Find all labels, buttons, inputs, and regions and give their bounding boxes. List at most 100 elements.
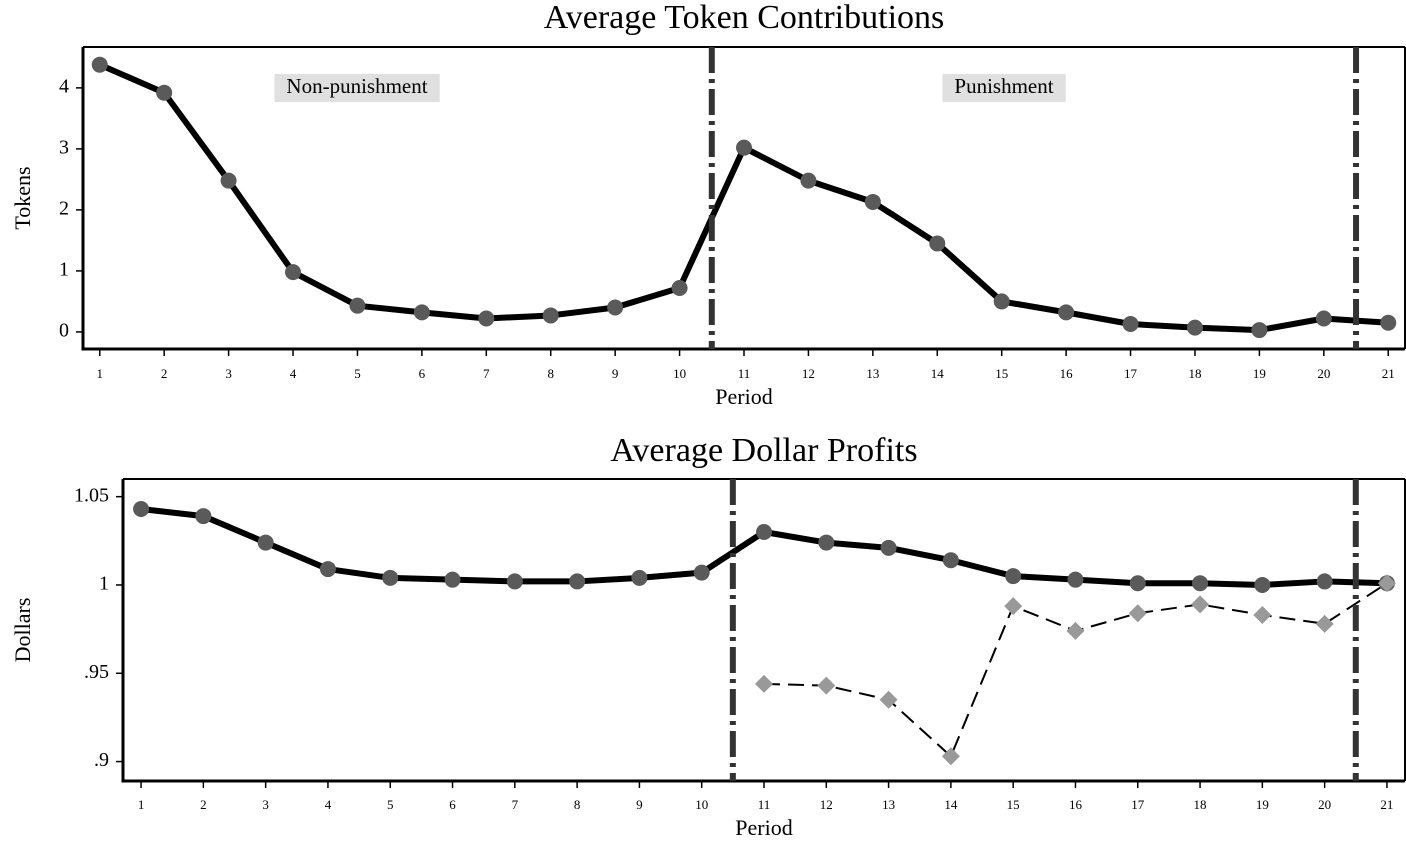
x-tick-label: 14	[944, 797, 958, 812]
x-tick-label: 21	[1380, 797, 1393, 812]
marker	[1254, 576, 1271, 593]
x-tick-label: 4	[290, 366, 297, 381]
y-tick-label: 0	[59, 320, 69, 342]
marker	[1251, 322, 1268, 339]
x-tick-label: 8	[547, 366, 554, 381]
marker	[607, 299, 624, 316]
x-tick-label: 6	[419, 366, 426, 381]
marker	[569, 573, 586, 590]
marker	[257, 534, 274, 551]
x-tick-label: 3	[225, 366, 232, 381]
y-tick-label: 4	[59, 75, 69, 97]
y-axis-label: Tokens	[10, 166, 35, 229]
marker	[91, 56, 108, 73]
marker	[220, 172, 237, 189]
x-tick-label: 1	[138, 797, 145, 812]
chart-title: Average Dollar Profits	[610, 432, 917, 469]
annotation-text: Punishment	[954, 74, 1053, 98]
marker	[133, 501, 150, 518]
x-tick-label: 17	[1124, 366, 1138, 381]
marker	[631, 569, 648, 586]
marker	[1377, 574, 1396, 593]
x-tick-label: 10	[673, 366, 686, 381]
marker	[817, 676, 836, 695]
x-tick-label: 18	[1194, 797, 1207, 812]
annotation-box	[942, 74, 1066, 102]
x-tick-label: 11	[738, 366, 751, 381]
marker	[1192, 575, 1209, 592]
marker	[506, 573, 523, 590]
x-tick-label: 19	[1256, 797, 1269, 812]
marker	[1186, 319, 1203, 336]
marker	[736, 139, 752, 156]
y-tick-label: 1.05	[74, 484, 109, 506]
x-tick-label: 7	[512, 797, 519, 812]
y-tick-label: 3	[59, 136, 69, 158]
marker	[755, 674, 773, 693]
y-tick-label: .9	[94, 749, 109, 771]
marker	[993, 293, 1010, 310]
series-line	[763, 582, 1388, 758]
x-tick-label: 7	[483, 366, 490, 381]
x-tick-label: 20	[1318, 797, 1331, 812]
marker	[800, 172, 817, 189]
annotation-box	[274, 74, 440, 102]
y-tick-label: 2	[59, 197, 69, 219]
y-tick-label: .95	[84, 661, 109, 683]
marker	[1253, 605, 1272, 624]
x-tick-label: 6	[449, 797, 456, 812]
annotation-text: Non-punishment	[286, 74, 427, 98]
y-tick-label: 1	[59, 259, 69, 281]
x-tick-label: 9	[612, 366, 619, 381]
marker	[349, 297, 366, 314]
x-tick-label: 21	[1382, 366, 1395, 381]
x-tick-label: 15	[1007, 797, 1020, 812]
marker	[929, 235, 946, 252]
y-tick-label: 1	[99, 573, 109, 595]
marker	[1004, 597, 1023, 616]
marker	[319, 561, 336, 578]
marker	[1191, 595, 1210, 614]
marker	[880, 539, 897, 556]
x-tick-label: 2	[200, 797, 207, 812]
marker	[413, 304, 430, 321]
marker	[818, 534, 835, 551]
marker	[444, 571, 461, 588]
x-tick-label: 5	[354, 366, 361, 381]
marker	[1315, 614, 1334, 633]
marker	[285, 264, 302, 281]
x-tick-label: 17	[1131, 797, 1145, 812]
x-tick-label: 11	[758, 797, 771, 812]
x-tick-label: 12	[802, 366, 815, 381]
marker	[693, 564, 710, 581]
x-tick-label: 5	[387, 797, 394, 812]
marker	[382, 569, 399, 586]
marker	[156, 84, 173, 101]
marker	[1058, 304, 1075, 321]
marker	[195, 508, 212, 525]
x-tick-label: 2	[161, 366, 168, 381]
x-tick-label: 18	[1188, 366, 1201, 381]
marker	[1128, 604, 1147, 623]
x-tick-label: 1	[97, 366, 104, 381]
x-tick-label: 13	[866, 366, 879, 381]
x-tick-label: 16	[1060, 366, 1074, 381]
marker	[1315, 310, 1332, 327]
marker	[864, 193, 881, 210]
x-tick-label: 15	[995, 366, 1008, 381]
marker	[478, 310, 495, 327]
series-line	[98, 61, 1389, 334]
marker	[756, 523, 772, 540]
x-tick-label: 16	[1069, 797, 1083, 812]
marker	[671, 279, 688, 296]
x-tick-label: 20	[1317, 366, 1330, 381]
annotation: Non-punishment	[274, 74, 440, 102]
chart-title: Average Token Contributions	[544, 0, 945, 36]
x-tick-label: 4	[325, 797, 332, 812]
annotation: Punishment	[942, 74, 1066, 102]
x-axis-label: Period	[735, 815, 792, 840]
x-tick-label: 12	[820, 797, 833, 812]
x-tick-label: 14	[931, 366, 945, 381]
marker	[879, 690, 898, 709]
